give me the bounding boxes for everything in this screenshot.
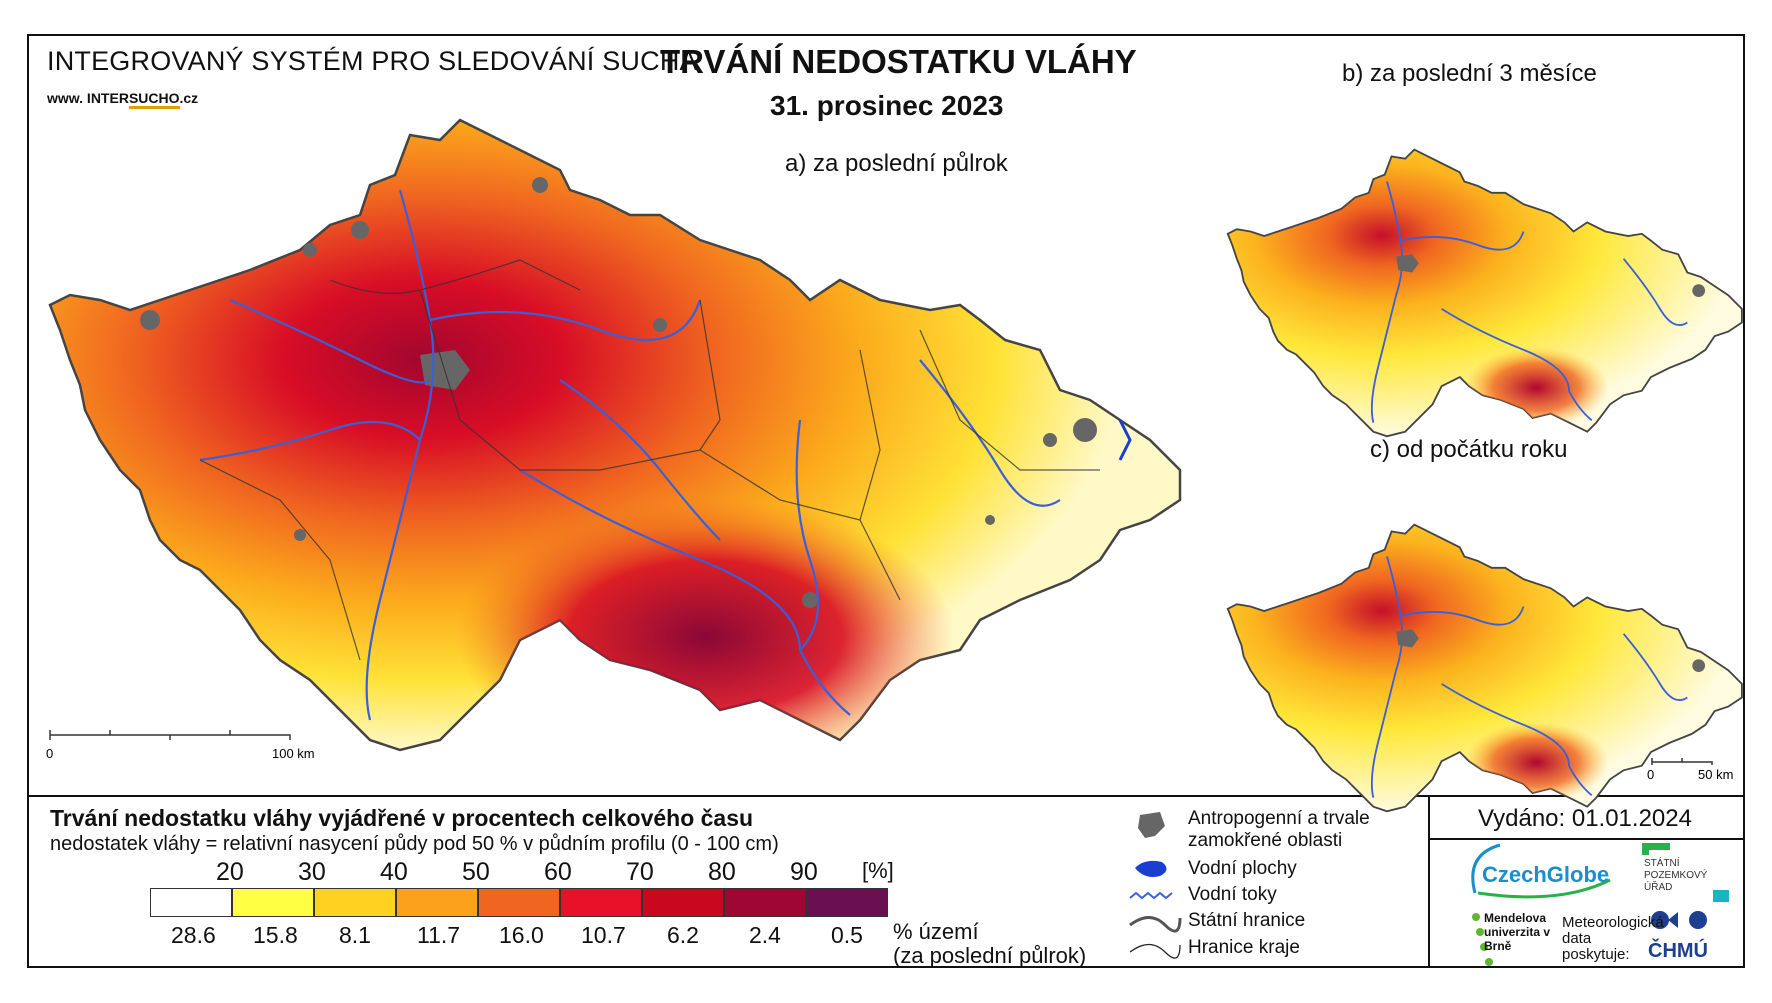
issued-date: Vydáno: 01.01.2024	[1478, 805, 1692, 832]
website-link[interactable]: www. INTERSUCHO.cz	[47, 90, 198, 109]
region-borders	[199, 259, 1100, 661]
spu-accent-icon	[1713, 890, 1729, 902]
legend-title: Trvání nedostatku vláhy vyjádřené v proc…	[50, 805, 754, 831]
mendel-logo: Mendelova univerzita v Brně	[1484, 911, 1551, 953]
legend-pct-9: 0.5	[831, 922, 863, 948]
map-a-label: a) za poslední půlrok	[785, 150, 1008, 177]
legend-pct-3: 8.1	[339, 922, 371, 948]
water-bodies-label: Vodní plochy	[1188, 858, 1297, 879]
legend-tick-5: 60	[544, 858, 572, 886]
region-border-label: Hranice kraje	[1188, 937, 1300, 958]
symbol-icons	[1129, 812, 1182, 959]
scale-bar-main	[49, 730, 291, 740]
page-title: TRVÁNÍ NEDOSTATKU VLÁHY	[660, 43, 1137, 80]
urban-area-icon	[1138, 812, 1165, 838]
legend-pct-6: 10.7	[581, 922, 626, 948]
legend-class-6	[560, 888, 642, 917]
issued-divider	[1428, 838, 1745, 840]
map-c	[1226, 523, 1743, 813]
legend-tick-2: 30	[298, 858, 326, 886]
legend-tick-6: 70	[626, 858, 654, 886]
region-border-icon	[1129, 943, 1181, 959]
legend-tick-3: 40	[380, 858, 408, 886]
rivers-label: Vodní toky	[1188, 884, 1277, 905]
mendel-logo-icon	[1472, 913, 1493, 966]
legend-tick-4: 50	[462, 858, 490, 886]
system-title: INTEGROVANÝ SYSTÉM PRO SLEDOVÁNÍ SUCHA	[47, 46, 698, 76]
spu-logo: STÁTNÍ POZEMKOVÝ ÚŘAD	[1644, 858, 1708, 893]
legend-class-4	[396, 888, 478, 917]
legend-subtitle: nedostatek vláhy = relativní nasycení pů…	[50, 833, 779, 855]
spu-logo-icon	[1642, 843, 1670, 855]
map-c-label: c) od počátku roku	[1370, 436, 1568, 463]
legend-divider	[27, 795, 1745, 797]
map-frame	[27, 34, 1745, 968]
legend-pct-7: 6.2	[667, 922, 699, 948]
state-border-icon	[1129, 916, 1182, 933]
legend-tick-7: 80	[708, 858, 736, 886]
czechglobe-logo-arc	[1471, 843, 1501, 894]
map-date: 31. prosinec 2023	[770, 90, 1004, 121]
legend-tick-1: 20	[216, 858, 244, 886]
czechglobe-logo: CzechGlobe	[1482, 862, 1610, 887]
legend-pct-4: 11.7	[417, 922, 461, 948]
river-icon	[1129, 891, 1173, 900]
scale-bar-small	[1651, 758, 1713, 765]
legend-pct-8: 2.4	[749, 922, 781, 948]
legend-class-5	[478, 888, 560, 917]
scale-small-end: 50 km	[1698, 767, 1733, 782]
scale-small-start: 0	[1647, 767, 1654, 782]
map-a	[48, 118, 1182, 752]
chmu-logo-icon	[1651, 911, 1707, 929]
legend-tick-8: 90	[790, 858, 818, 886]
map-b-label: b) za poslední 3 měsíce	[1342, 60, 1597, 87]
legend-pct-2: 15.8	[253, 922, 298, 948]
state-border-label: Státní hranice	[1188, 910, 1306, 931]
legend-class-3	[314, 888, 396, 917]
scale-main-end: 100 km	[272, 746, 315, 761]
legend-unit: [%]	[862, 858, 894, 883]
legend-pct-5: 16.0	[499, 922, 544, 948]
legend-class-1	[150, 888, 232, 917]
legend-class-7	[642, 888, 724, 917]
water-body-icon	[1135, 860, 1167, 877]
chmu-logo: ČHMÚ	[1648, 940, 1708, 962]
anthropogenic-label: Antropogenní a trvale zamokřené oblasti	[1188, 808, 1370, 851]
legend-area-caption: % území (za poslední půlrok)	[893, 919, 1087, 968]
legend-class-9	[806, 888, 888, 917]
legend-class-8	[724, 888, 806, 917]
czechglobe-logo-swoosh	[1477, 878, 1611, 899]
footer-divider	[1428, 795, 1430, 968]
rivers	[199, 189, 1061, 721]
legend-pct-1: 28.6	[171, 922, 216, 948]
scale-main-start: 0	[46, 746, 53, 761]
map-b	[1226, 148, 1743, 438]
meteo-data-caption: Meteorologická data poskytuje:	[1562, 914, 1664, 963]
legend-class-2	[232, 888, 314, 917]
